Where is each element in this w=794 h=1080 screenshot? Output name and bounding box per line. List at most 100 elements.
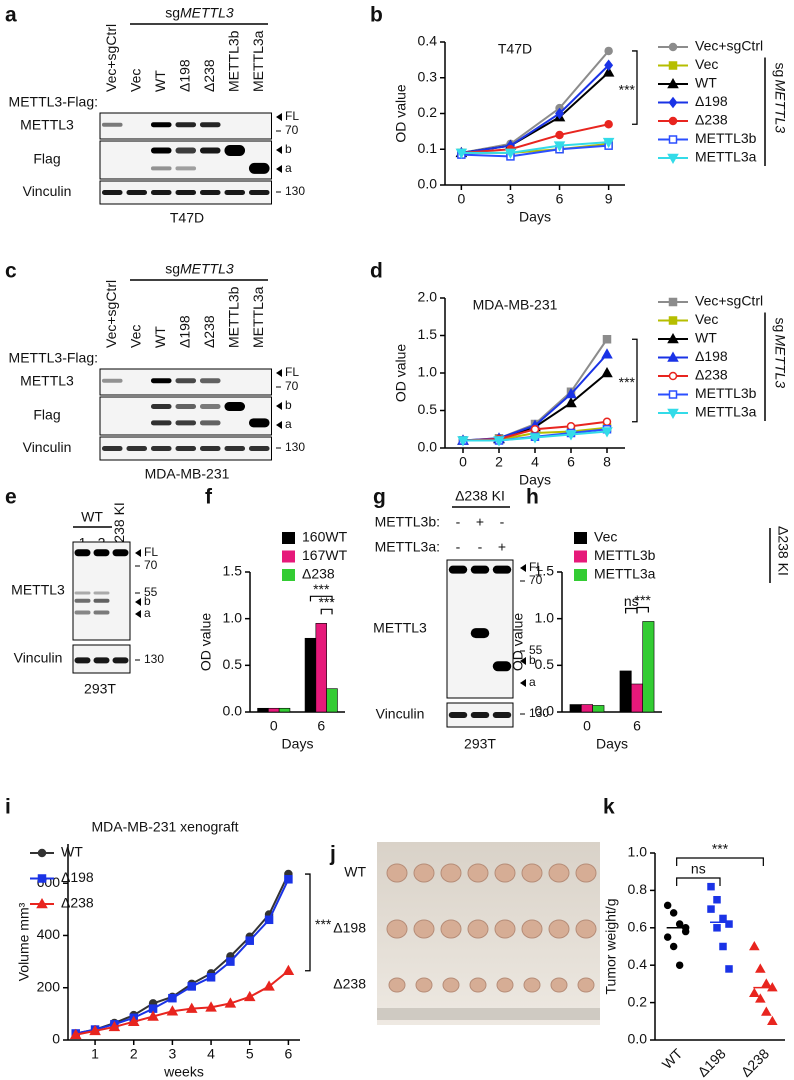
- legend-marker: [37, 874, 47, 883]
- data-point: [69, 1028, 82, 1040]
- construct-label: METTL3-Flag:: [9, 94, 98, 110]
- series-line: [461, 144, 609, 158]
- lane-label: Vec+sgCtrl: [103, 280, 119, 348]
- y-tick-label: 0.2: [418, 104, 438, 120]
- band: [175, 404, 197, 409]
- tumor: [496, 977, 514, 993]
- band: [175, 378, 197, 384]
- data-point: [719, 942, 727, 951]
- tumor: [442, 977, 460, 993]
- data-point: [565, 396, 577, 408]
- legend-label: Δ238: [61, 895, 94, 911]
- x-tick-label: 0: [270, 718, 278, 734]
- band: [112, 657, 129, 664]
- cell-line: MDA-MB-231: [145, 466, 230, 482]
- lane-label: METTL3b: [225, 286, 241, 348]
- y-tick-label: 0.4: [418, 33, 438, 49]
- size-marker: b: [144, 594, 151, 608]
- size-marker: 55: [144, 585, 158, 599]
- group-prefix: sg: [772, 63, 788, 78]
- data-point: [707, 882, 715, 891]
- data-point: [675, 961, 684, 969]
- panel-letter: h: [526, 486, 539, 509]
- data-point: [663, 901, 672, 910]
- tumor: [413, 863, 435, 883]
- data-point: [226, 957, 235, 966]
- lane-label: Δ238 KI: [111, 502, 127, 552]
- legend-label: 160WT: [302, 529, 348, 545]
- tumor: [575, 863, 597, 883]
- y-tick-label: 0.5: [223, 656, 243, 672]
- legend-label: Δ238: [302, 566, 335, 582]
- x-tick-label: Δ238: [738, 1045, 773, 1080]
- band: [175, 190, 197, 195]
- band: [248, 446, 270, 451]
- band: [199, 446, 221, 451]
- arrowhead: [276, 146, 282, 154]
- x-axis-label: weeks: [163, 1064, 204, 1080]
- group-label: Δ238 KI: [455, 488, 505, 504]
- row-label: METTL3: [373, 620, 427, 636]
- tumor: [521, 919, 543, 939]
- band: [199, 122, 221, 128]
- legend-marker: [37, 848, 47, 858]
- data-point: [604, 119, 613, 129]
- band: [492, 712, 512, 718]
- legend-label: METTL3a: [695, 149, 757, 165]
- data-point: [224, 997, 237, 1008]
- legend-marker: [668, 390, 678, 399]
- data-point: [602, 335, 612, 344]
- legend-swatch: [574, 532, 587, 544]
- tumor: [577, 977, 595, 993]
- band: [101, 446, 123, 451]
- data-point: [264, 915, 274, 925]
- group-prefix: sg: [165, 5, 180, 21]
- legend-label: 167WT: [302, 547, 348, 563]
- x-tick-label: 9: [605, 191, 613, 207]
- sig-bracket: [636, 606, 649, 613]
- y-tick-label: 0.8: [628, 881, 648, 897]
- legend-label: Δ198: [695, 93, 728, 109]
- band: [93, 598, 110, 603]
- sig-bracket: [320, 608, 333, 615]
- sig-bracket: [676, 857, 764, 866]
- band: [150, 122, 172, 128]
- band: [150, 446, 172, 451]
- row-label: Flag: [33, 151, 60, 167]
- data-point: [205, 1001, 217, 1012]
- band: [448, 565, 468, 574]
- group-gene: METTL3: [772, 80, 788, 134]
- sig-bracket: [632, 50, 638, 125]
- bar: [581, 704, 593, 713]
- legend-label: METTL3b: [695, 385, 757, 401]
- tumor: [469, 977, 487, 993]
- condition-sign: -: [500, 514, 505, 530]
- cell-line: T47D: [170, 210, 204, 226]
- size-marker: 70: [529, 573, 543, 587]
- legend-label: Vec+sgCtrl: [695, 38, 763, 54]
- row-label: Vinculin: [23, 183, 72, 199]
- bar: [619, 670, 632, 713]
- panel-letter: f: [205, 486, 213, 509]
- sig-label: ns: [691, 861, 706, 877]
- size-marker: b: [529, 653, 536, 667]
- condition-sign: -: [478, 539, 483, 555]
- data-point: [284, 875, 293, 884]
- data-point: [529, 433, 541, 444]
- band: [74, 610, 91, 615]
- tumor: [386, 863, 408, 883]
- data-point: [675, 920, 684, 928]
- y-tick-label: 0.1: [418, 140, 438, 156]
- arrowhead: [276, 165, 282, 173]
- lane-label: METTL3a: [250, 286, 266, 348]
- sig-bracket: [305, 873, 311, 972]
- legend-label: Vec: [695, 56, 718, 72]
- band: [126, 190, 148, 195]
- band: [470, 628, 490, 639]
- data-point: [749, 940, 760, 951]
- data-point: [185, 1002, 198, 1013]
- data-point: [555, 130, 564, 140]
- group-gene: METTL3: [180, 5, 234, 21]
- panel-letter: i: [5, 796, 11, 819]
- y-axis-label: Tumor weight/g: [603, 899, 619, 995]
